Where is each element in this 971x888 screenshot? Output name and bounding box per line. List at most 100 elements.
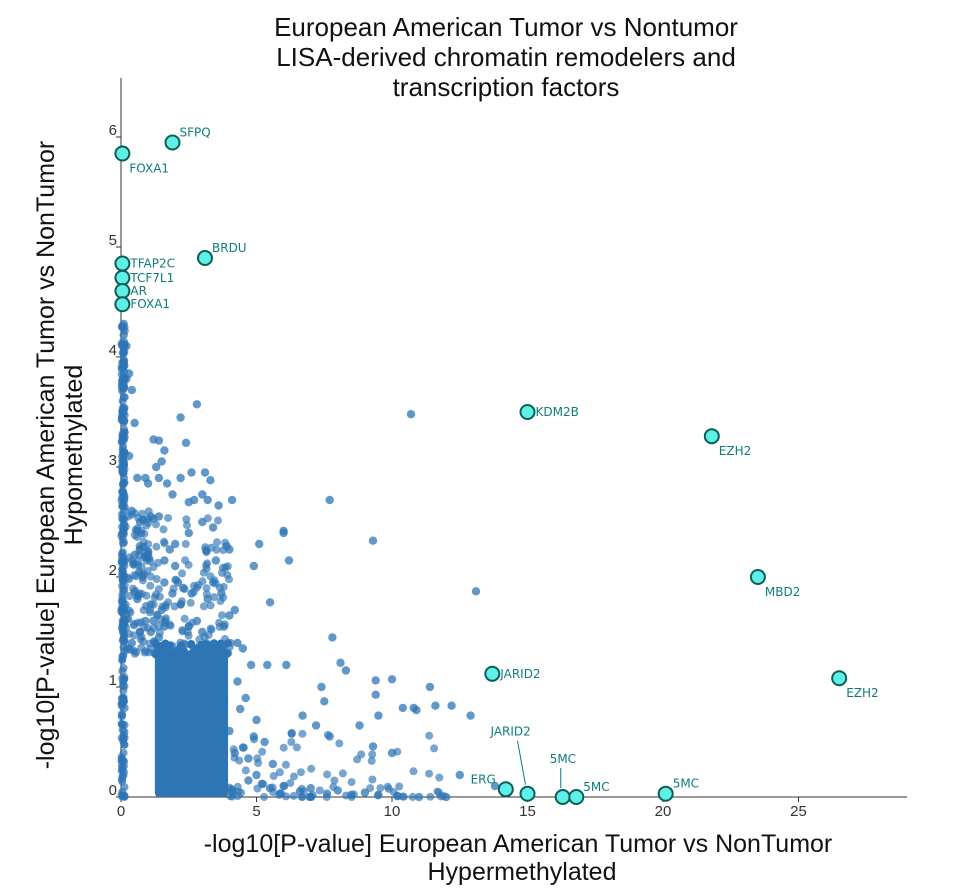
data-point — [199, 602, 208, 611]
data-point — [269, 772, 278, 780]
data-point — [202, 584, 211, 593]
data-point — [338, 769, 347, 778]
data-point — [130, 631, 138, 640]
chart-title-line-3: transcription factors — [393, 72, 620, 102]
data-point — [152, 575, 161, 583]
data-point — [127, 385, 136, 395]
data-point — [131, 586, 140, 595]
data-point — [154, 512, 164, 521]
data-point — [120, 637, 129, 646]
data-point — [171, 561, 180, 571]
highlighted-point — [831, 670, 848, 687]
data-point — [425, 769, 434, 778]
data-point — [130, 418, 139, 428]
data-point — [118, 726, 127, 734]
data-point — [280, 782, 289, 791]
data-point — [137, 562, 146, 571]
data-point — [241, 766, 250, 775]
y-tick-label: 3 — [109, 452, 117, 469]
data-point — [269, 788, 278, 796]
data-point — [414, 792, 424, 802]
data-point — [160, 446, 169, 455]
data-point — [184, 621, 193, 630]
data-point — [447, 701, 456, 710]
data-point — [233, 638, 242, 648]
data-point — [189, 588, 198, 596]
data-point — [325, 495, 334, 505]
data-point — [154, 642, 163, 651]
data-point — [142, 601, 150, 610]
highlighted-point — [114, 269, 131, 286]
data-point — [124, 512, 133, 521]
data-point — [311, 721, 321, 730]
highlighted-point — [484, 665, 501, 682]
data-point — [214, 501, 223, 510]
x-axis-title: -log10[P-value] European American Tumor … — [204, 830, 833, 886]
annotation-label: 5MC — [673, 777, 699, 791]
data-point — [182, 515, 191, 524]
data-point — [244, 754, 253, 763]
data-point — [368, 536, 378, 545]
data-point — [198, 577, 207, 586]
data-point — [117, 761, 126, 770]
data-point — [192, 400, 202, 409]
data-point — [219, 546, 228, 555]
data-point — [158, 602, 167, 611]
data-point — [179, 646, 188, 655]
data-point — [241, 693, 250, 703]
data-point — [120, 538, 128, 547]
data-point — [279, 528, 288, 538]
highlighted-point — [197, 250, 213, 266]
data-point — [224, 639, 232, 648]
data-point — [118, 571, 126, 580]
data-point — [263, 660, 272, 670]
data-point — [155, 592, 164, 601]
data-point — [213, 538, 221, 547]
data-point — [154, 473, 164, 483]
data-point — [133, 526, 142, 535]
data-point — [146, 581, 155, 590]
data-point — [130, 619, 138, 628]
data-point — [120, 460, 129, 469]
data-point — [183, 521, 191, 530]
data-point — [119, 349, 128, 358]
data-point — [160, 539, 169, 548]
data-point — [119, 393, 128, 402]
data-point — [136, 635, 145, 644]
data-point — [138, 576, 147, 585]
x-tick-label: 5 — [252, 803, 260, 820]
annotation-label: JARID2 — [499, 667, 540, 681]
data-point — [298, 711, 307, 720]
data-point — [164, 514, 173, 522]
data-point — [367, 756, 376, 765]
data-point — [200, 633, 209, 641]
data-point — [135, 627, 144, 636]
data-point — [252, 715, 261, 725]
data-point — [152, 462, 161, 472]
data-point — [130, 571, 139, 580]
data-point — [299, 787, 308, 796]
data-point — [227, 495, 237, 505]
data-point — [120, 740, 129, 749]
chart-title-line-1: European American Tumor vs Nontumor — [274, 12, 738, 42]
data-point — [154, 622, 163, 631]
annotation-label: 5MC — [550, 752, 576, 766]
data-point — [139, 569, 148, 578]
annotation-label: EZH2 — [719, 444, 751, 458]
data-point — [281, 760, 290, 769]
data-point — [160, 578, 169, 587]
data-point — [455, 770, 464, 780]
data-point — [160, 556, 169, 565]
data-point — [355, 721, 364, 730]
data-point — [184, 528, 193, 538]
data-point — [164, 598, 173, 607]
data-point — [360, 788, 370, 797]
data-point — [431, 701, 440, 710]
data-point — [292, 743, 301, 752]
data-point — [234, 787, 243, 796]
data-point — [347, 778, 356, 787]
data-point — [146, 572, 155, 581]
data-point — [246, 660, 256, 670]
data-point — [119, 559, 127, 568]
data-point — [239, 743, 248, 752]
